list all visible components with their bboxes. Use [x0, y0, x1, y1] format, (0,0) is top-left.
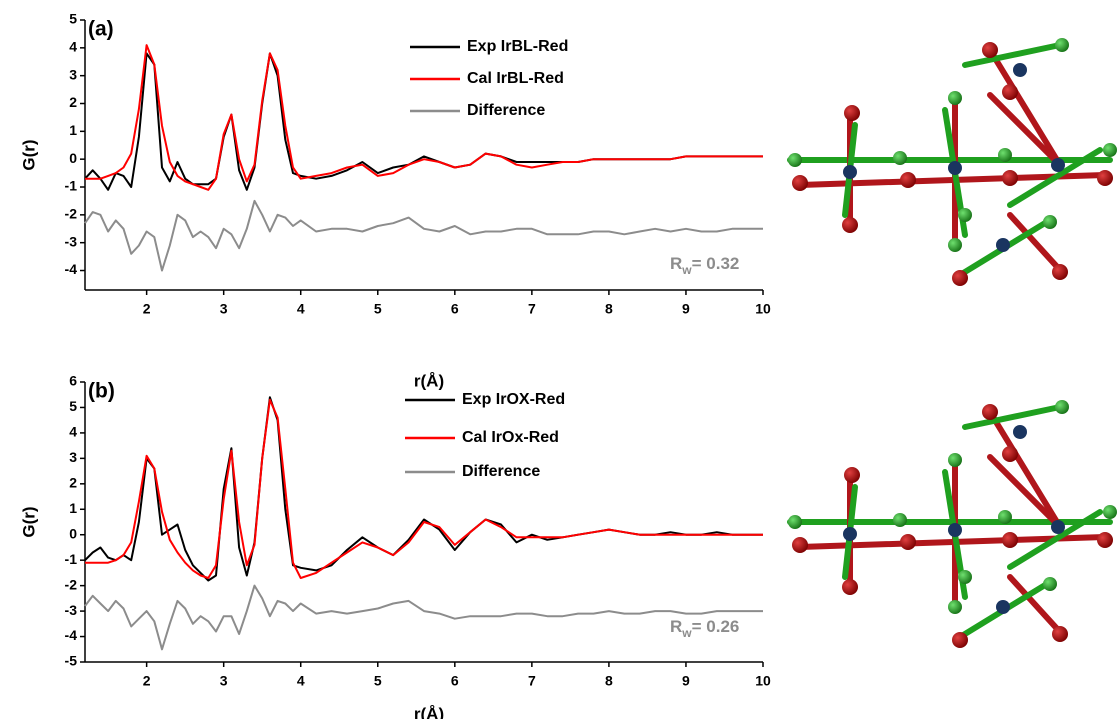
x-tick-label: 4 — [297, 673, 305, 689]
annotation-part: = 0.32 — [692, 254, 740, 273]
x-tick-label: 6 — [451, 673, 459, 689]
y-tick-label: -2 — [65, 206, 78, 222]
y-tick-label: 4 — [69, 39, 77, 55]
x-tick-label: 9 — [682, 301, 690, 317]
y-tick-label: 5 — [69, 11, 77, 27]
x-tick-label: 5 — [374, 301, 382, 317]
series-line — [85, 45, 763, 190]
annotation-part: w — [681, 626, 692, 640]
panel-label: (b) — [88, 380, 115, 403]
series-line — [85, 201, 763, 271]
x-tick-label: 7 — [528, 673, 536, 689]
y-axis-label: G(r) — [19, 506, 38, 537]
legend-label: Cal IrOx-Red — [462, 429, 559, 446]
structure-b — [788, 400, 1117, 648]
x-tick-label: 3 — [220, 673, 228, 689]
x-tick-label: 6 — [451, 301, 459, 317]
y-tick-label: 4 — [69, 424, 77, 440]
y-tick-label: -3 — [65, 233, 78, 249]
y-tick-label: -2 — [65, 576, 78, 592]
x-tick-label: 9 — [682, 673, 690, 689]
x-tick-label: 10 — [755, 673, 771, 689]
annotation: Rw= 0.32 — [670, 254, 739, 277]
y-tick-label: 0 — [69, 150, 77, 166]
x-tick-label: 3 — [220, 301, 228, 317]
y-tick-label: 0 — [69, 525, 77, 541]
x-tick-label: 8 — [605, 301, 613, 317]
annotation: Rw= 0.26 — [670, 617, 739, 640]
legend-label: Difference — [462, 463, 540, 480]
x-tick-label: 4 — [297, 301, 305, 317]
y-tick-label: 3 — [69, 66, 77, 82]
annotation-part: R — [670, 254, 682, 273]
x-tick-label: 5 — [374, 673, 382, 689]
y-tick-label: 1 — [69, 122, 77, 138]
annotation-part: R — [670, 617, 682, 636]
y-tick-label: -1 — [65, 178, 78, 194]
y-tick-label: 2 — [69, 475, 77, 491]
y-tick-label: -1 — [65, 551, 78, 567]
x-axis-label: r(Å) — [414, 704, 444, 719]
y-tick-label: -3 — [65, 602, 78, 618]
x-axis-label: r(Å) — [414, 371, 444, 390]
y-tick-label: 1 — [69, 500, 77, 516]
y-tick-label: 6 — [69, 373, 77, 389]
legend-label: Exp IrOX-Red — [462, 391, 565, 408]
y-tick-label: -5 — [65, 653, 78, 669]
y-tick-label: -4 — [65, 261, 78, 277]
annotation-part: = 0.26 — [692, 617, 740, 636]
x-tick-label: 10 — [755, 301, 771, 317]
figure: -4-3-2-10123452345678910r(Å)G(r)(a)Exp I… — [0, 0, 1119, 719]
x-tick-label: 2 — [143, 673, 151, 689]
legend-label: Difference — [467, 102, 545, 119]
legend-label: Cal IrBL-Red — [467, 70, 564, 87]
y-tick-label: -4 — [65, 627, 78, 643]
x-tick-label: 8 — [605, 673, 613, 689]
legend-label: Exp IrBL-Red — [467, 38, 568, 55]
x-tick-label: 7 — [528, 301, 536, 317]
panel-label: (a) — [88, 18, 114, 41]
x-tick-label: 2 — [143, 301, 151, 317]
y-axis-label: G(r) — [19, 139, 38, 170]
series-line — [85, 586, 763, 650]
y-tick-label: 5 — [69, 398, 77, 414]
y-tick-label: 3 — [69, 449, 77, 465]
y-tick-label: 2 — [69, 94, 77, 110]
structure-a — [788, 38, 1117, 286]
series-line — [85, 397, 763, 580]
series-line — [85, 53, 763, 189]
annotation-part: w — [681, 263, 692, 277]
